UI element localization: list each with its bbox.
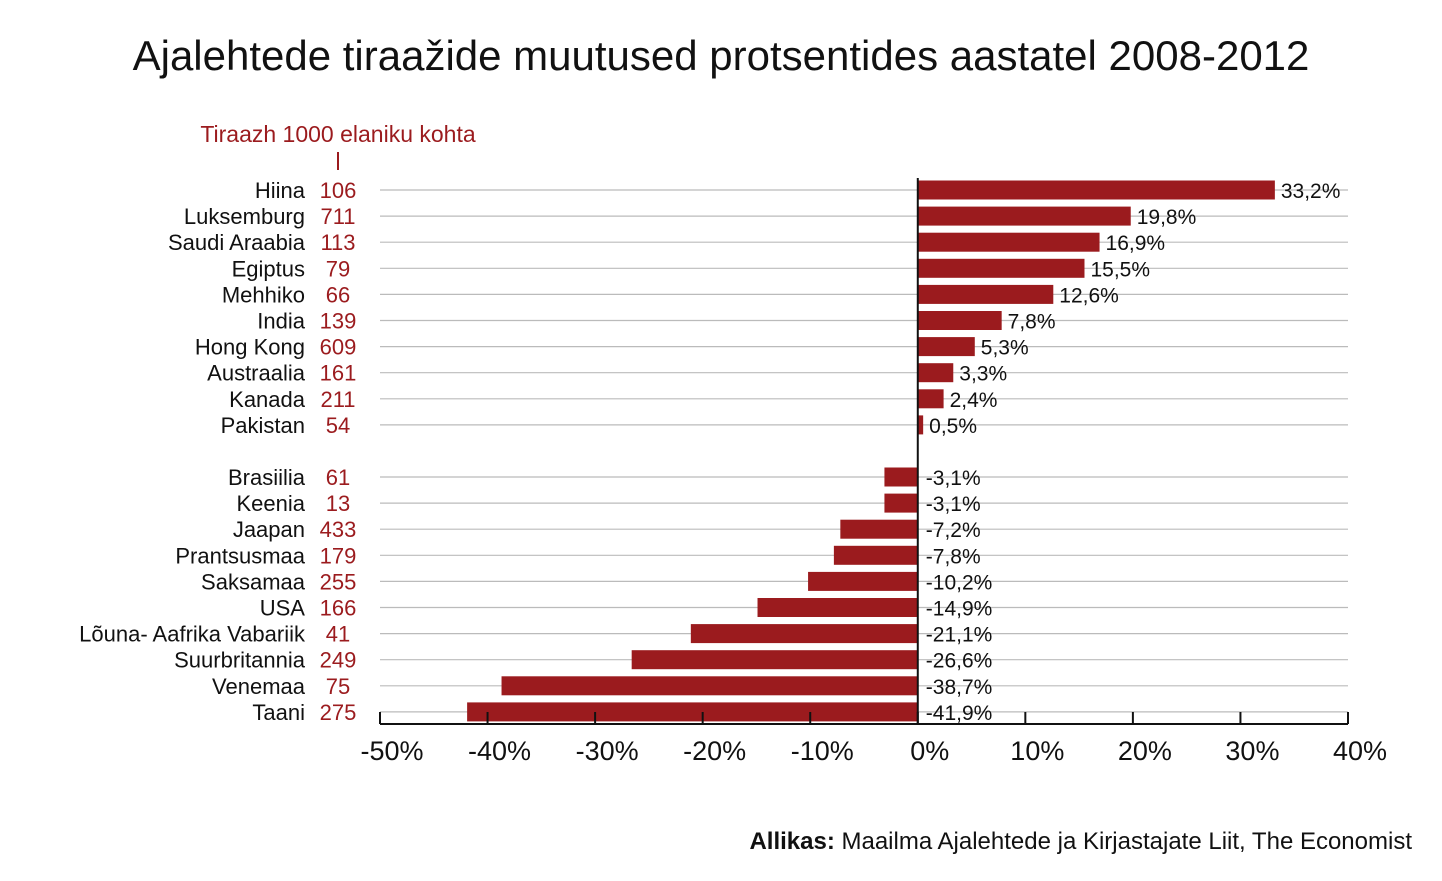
country-label: Saudi Araabia — [168, 230, 306, 255]
bar-value-label: 19,8% — [1137, 206, 1197, 229]
country-label: Taani — [252, 700, 305, 725]
circulation-value: 79 — [326, 256, 350, 281]
bar — [467, 702, 918, 722]
circulation-value: 41 — [326, 622, 350, 647]
country-label: Hiina — [255, 178, 306, 203]
bar — [917, 232, 1100, 252]
circulation-value: 54 — [326, 413, 350, 438]
bar — [631, 650, 918, 670]
country-label: Hong Kong — [195, 335, 305, 360]
circulation-value: 433 — [320, 517, 357, 542]
country-label: Pakistan — [221, 413, 305, 438]
x-tick-label: 10% — [1010, 736, 1064, 766]
country-label: Venemaa — [212, 674, 306, 699]
bar — [808, 571, 918, 591]
x-tick-label: -40% — [468, 736, 531, 766]
circulation-value: 275 — [320, 700, 357, 725]
country-label: Jaapan — [233, 517, 305, 542]
bar — [917, 180, 1275, 200]
circulation-value: 106 — [320, 178, 357, 203]
bar-value-label: -26,6% — [926, 650, 993, 673]
source-note: Allikas: Maailma Ajalehtede ja Kirjastaj… — [749, 828, 1412, 856]
country-label: Kanada — [229, 387, 306, 412]
bar — [917, 337, 975, 357]
x-tick-label: 0% — [910, 736, 949, 766]
bar-value-label: 7,8% — [1008, 311, 1056, 334]
x-tick-label: 40% — [1333, 736, 1387, 766]
bar-value-label: 15,5% — [1090, 258, 1150, 281]
x-tick-label: 20% — [1118, 736, 1172, 766]
country-label: Brasiilia — [228, 465, 306, 490]
circulation-value: 166 — [320, 596, 357, 621]
bar — [833, 545, 918, 565]
bar-value-label: 3,3% — [959, 363, 1007, 386]
bar — [757, 598, 918, 617]
circulation-value: 13 — [326, 491, 350, 516]
bar — [917, 206, 1131, 226]
circulation-value: 113 — [320, 230, 355, 255]
bar-value-label: -38,7% — [926, 676, 993, 699]
x-tick-label: -20% — [683, 736, 746, 766]
bar — [917, 415, 924, 435]
bar-value-label: -41,9% — [926, 702, 993, 725]
country-label: Keenia — [236, 491, 305, 516]
circulation-value: 75 — [326, 674, 350, 699]
x-tick-label: -10% — [791, 736, 854, 766]
bar — [917, 363, 954, 383]
chart-title: Ajalehtede tiraažide muutused protsentid… — [132, 32, 1310, 79]
country-label: USA — [260, 596, 306, 621]
circulation-column-header: Tiraazh 1000 elaniku kohta — [200, 121, 476, 147]
bar — [917, 258, 1085, 278]
bar — [690, 624, 918, 644]
country-label: India — [257, 309, 305, 334]
bar-value-label: -14,9% — [926, 598, 993, 621]
circulation-value: 139 — [320, 309, 357, 334]
bar-value-label: 16,9% — [1106, 232, 1166, 255]
country-label: Suurbritannia — [174, 648, 306, 673]
bar-value-label: -10,2% — [926, 571, 993, 594]
bar-value-label: 2,4% — [950, 389, 998, 412]
circulation-value: 211 — [320, 387, 355, 412]
country-label: Austraalia — [207, 361, 306, 386]
circulation-value: 179 — [320, 543, 357, 568]
bar — [884, 493, 918, 513]
bar-value-label: -3,1% — [926, 493, 981, 516]
source-text: Maailma Ajalehtede ja Kirjastajate Liit,… — [834, 828, 1412, 855]
circulation-value: 255 — [320, 569, 357, 594]
circulation-value: 66 — [326, 282, 350, 307]
bar — [917, 389, 944, 409]
circulation-value: 61 — [326, 465, 350, 490]
country-label: Egiptus — [232, 256, 305, 281]
bar — [501, 676, 918, 696]
bar-value-label: -3,1% — [926, 467, 981, 490]
source-label: Allikas: — [749, 828, 835, 855]
bar-value-label: 0,5% — [929, 415, 977, 438]
bar — [917, 311, 1002, 330]
circulation-value: 609 — [320, 335, 357, 360]
country-label: Prantsusmaa — [175, 543, 305, 568]
country-label: Saksamaa — [201, 569, 306, 594]
circulation-value: 249 — [320, 648, 357, 673]
circulation-value: 161 — [320, 361, 357, 386]
country-label: Luksemburg — [184, 204, 305, 229]
bar-value-label: -7,2% — [926, 519, 981, 542]
x-tick-label: -30% — [576, 736, 639, 766]
bar-value-label: -21,1% — [926, 624, 993, 647]
bar — [917, 284, 1054, 304]
circulation-value: 711 — [320, 204, 355, 229]
bar-value-label: 33,2% — [1281, 180, 1341, 203]
bar-value-label: -7,8% — [926, 545, 981, 568]
x-tick-label: 30% — [1225, 736, 1279, 766]
bar — [840, 519, 918, 539]
bar-value-label: 12,6% — [1059, 284, 1119, 307]
bar-value-label: 5,3% — [981, 337, 1029, 360]
x-tick-label: -50% — [360, 736, 423, 766]
country-label: Lõuna- Aafrika Vabariik — [79, 622, 306, 647]
country-label: Mehhiko — [222, 282, 305, 307]
bar — [884, 467, 918, 487]
